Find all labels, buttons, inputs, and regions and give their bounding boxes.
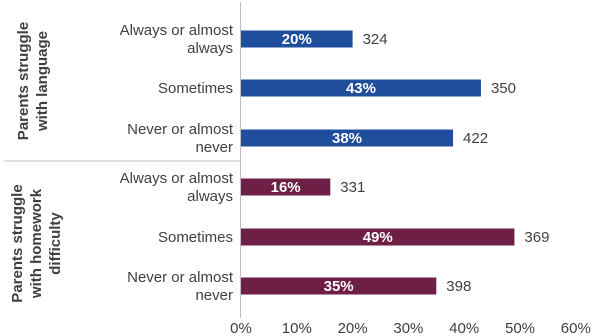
bar-value-label: 49% (363, 229, 393, 246)
category-label: Sometimes (158, 229, 233, 246)
count-label: 350 (491, 80, 516, 97)
bar-value-label: 16% (271, 179, 301, 196)
x-tick-label: 0% (230, 320, 252, 336)
bar (241, 129, 454, 147)
category-label: Never or almost (127, 121, 234, 138)
bar (241, 228, 515, 246)
category-label: Never or almost (127, 269, 234, 286)
count-label: 324 (363, 31, 388, 48)
count-label: 369 (524, 229, 549, 246)
bar (241, 277, 437, 295)
x-tick-label: 10% (282, 320, 312, 336)
category-label: never (195, 287, 233, 304)
category-label: Sometimes (158, 80, 233, 97)
bar (241, 30, 353, 48)
category-label: Always or almost (120, 170, 234, 187)
group-label-line: with language (34, 31, 51, 132)
count-label: 422 (463, 130, 488, 147)
x-tick-label: 30% (393, 320, 423, 336)
bar (241, 178, 331, 196)
group-label-line: Parents struggle (15, 22, 32, 140)
x-tick-label: 60% (561, 320, 591, 336)
x-tick-label: 40% (449, 320, 479, 336)
group-label-line: difficulty (47, 212, 64, 275)
bar-value-label: 43% (346, 80, 376, 97)
group-label-line: with homework (28, 188, 45, 299)
x-tick-label: 20% (338, 320, 368, 336)
category-label: never (195, 139, 233, 156)
bar (241, 79, 481, 97)
category-label: always (187, 188, 233, 205)
count-label: 398 (446, 278, 471, 295)
bar-value-label: 38% (332, 130, 362, 147)
count-label: 331 (340, 179, 365, 196)
group-label-line: Parents struggle (9, 184, 26, 302)
bar-value-label: 35% (324, 278, 354, 295)
x-tick-label: 50% (505, 320, 535, 336)
bar-value-label: 20% (282, 31, 312, 48)
category-label: always (187, 40, 233, 57)
category-label: Always or almost (120, 22, 234, 39)
